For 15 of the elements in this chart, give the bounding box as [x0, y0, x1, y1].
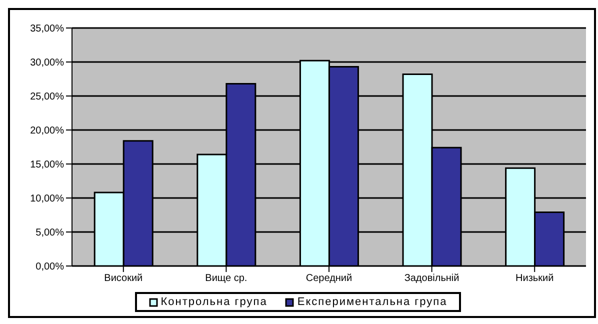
y-tick-label: 20,00%	[30, 126, 64, 137]
y-tick-label: 5,00%	[36, 228, 64, 239]
y-tick-label: 10,00%	[30, 194, 64, 205]
x-tick-label: Задовільній	[404, 273, 460, 284]
y-tick-label: 15,00%	[30, 160, 64, 171]
x-tick-label: Вище ср.	[205, 273, 248, 284]
y-tick-label: 35,00%	[30, 24, 64, 35]
x-tick-label: Низький	[516, 273, 554, 284]
y-tick-label: 0,00%	[36, 262, 64, 273]
x-tick-label: Середний	[306, 273, 352, 284]
legend-label: Контрольна група	[160, 296, 268, 308]
legend-label: Експериментальна група	[297, 296, 448, 308]
y-tick-label: 25,00%	[30, 92, 64, 103]
x-tick-label: Високий	[104, 273, 143, 284]
y-tick-label: 30,00%	[30, 58, 64, 69]
